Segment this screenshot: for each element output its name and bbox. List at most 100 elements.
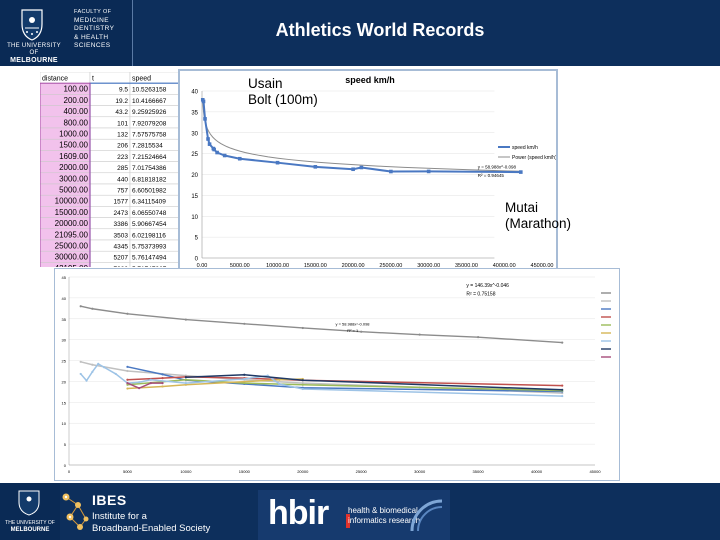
- y-tick-label: 5: [64, 442, 67, 447]
- series-line: [80, 305, 563, 344]
- table-cell-value: 757: [117, 188, 128, 195]
- data-point: [79, 305, 82, 308]
- table-cell-value: 6.81818182: [132, 176, 167, 183]
- table-cell-value: 7.21524664: [132, 154, 167, 161]
- data-point: [138, 381, 141, 384]
- data-point: [207, 142, 212, 146]
- data-point: [243, 373, 246, 376]
- data-point: [301, 379, 304, 382]
- data-point: [79, 372, 82, 376]
- table-cell-value: 6.06550748: [132, 210, 167, 217]
- y-tick-label: 20: [191, 173, 198, 179]
- footer-crest-icon: [18, 490, 40, 516]
- y-tick-label: 25: [191, 152, 198, 158]
- y-tick-label: 45: [62, 275, 67, 280]
- data-point: [278, 378, 281, 381]
- logo-university-line: THE UNIVERSITY OF: [7, 43, 61, 56]
- data-point: [184, 376, 187, 379]
- data-point: [184, 383, 187, 386]
- legend-label: speed km/h: [512, 145, 538, 151]
- footer-logo-line: THE UNIVERSITY OF: [5, 520, 55, 526]
- trend-equation: y = 146.39x^-0.046: [466, 283, 509, 289]
- table-cell-value: 42195.00: [55, 264, 89, 267]
- data-point: [237, 156, 242, 161]
- table-cell-value: 7380: [114, 266, 129, 267]
- table-cell-value: 2473: [114, 210, 129, 217]
- logo-faculty-line: SCIENCES: [74, 42, 111, 49]
- table-cell-value: 21095.00: [55, 230, 89, 239]
- data-point: [97, 362, 100, 365]
- table-cell-value: 100.00: [64, 85, 89, 94]
- x-tick-label: 45000.00: [531, 263, 554, 269]
- y-tick-label: 30: [191, 131, 198, 137]
- trend-r2: R² = 0.94645: [478, 173, 505, 178]
- y-tick-label: 10: [62, 421, 67, 426]
- mutai-annotation-line: Mutai: [505, 200, 539, 215]
- x-tick-label: 35000.00: [455, 263, 478, 269]
- data-point: [149, 378, 152, 381]
- y-tick-label: 35: [62, 317, 67, 322]
- table-cell-value: 7.57575758: [132, 132, 167, 139]
- data-point: [418, 333, 421, 336]
- table-cell-value: 3000.00: [59, 174, 88, 183]
- x-tick-label: 10000.00: [266, 263, 289, 269]
- trend-r2: R² = 1: [347, 328, 359, 333]
- table-cell-value: 6.60501982: [132, 188, 167, 195]
- data-point: [301, 387, 304, 391]
- data-point: [561, 388, 564, 391]
- y-tick-label: 10: [191, 215, 198, 221]
- data-point: [91, 307, 94, 310]
- bolt-annotation: Usain Bolt (100m): [248, 76, 318, 108]
- data-point: [313, 165, 318, 169]
- comparison-chart-svg: 0 5 10 15 20 25 30 35 40 45 0 5000 10000 15000 20000 25…: [62, 275, 611, 474]
- data-point: [243, 322, 246, 325]
- data-point: [561, 341, 564, 344]
- bolt-annotation-line: Usain: [248, 76, 283, 91]
- table-cell-value: 132: [117, 132, 128, 139]
- trend-equation: y = 58.988x^-0.098: [336, 321, 371, 326]
- ibes-title: IBES: [92, 492, 127, 508]
- x-tick-label: 30000: [414, 469, 426, 474]
- hbir-line: informatics research: [348, 516, 421, 525]
- table-cell-value: 5.71747967: [132, 266, 167, 267]
- data-point: [222, 153, 227, 158]
- table-cell-value: 1609.00: [59, 152, 88, 161]
- data-point: [184, 382, 187, 385]
- data-point: [161, 385, 164, 388]
- ibes-line-1: Institute for a: [92, 511, 147, 522]
- table-cell-value: 15000.00: [55, 208, 89, 217]
- data-point: [79, 360, 82, 363]
- x-tick-label: 0: [68, 469, 71, 474]
- table-cell-value: 5.76147494: [132, 255, 167, 262]
- logo-university-text: THE UNIVERSITY OF MELBOURNE: [6, 43, 62, 64]
- hbir-logo: hbir health & biomedical informatics res…: [258, 490, 450, 540]
- table-cell-value: 1577: [114, 199, 129, 206]
- table-cell-value: 19.2: [115, 98, 128, 105]
- data-point: [477, 336, 480, 339]
- data-point: [301, 383, 304, 386]
- table-cell-value: 101: [117, 120, 128, 127]
- data-point: [243, 382, 246, 385]
- x-tick-label: 5000: [123, 469, 133, 474]
- x-tick-label: 25000: [356, 469, 368, 474]
- data-point: [201, 99, 206, 104]
- data-point: [102, 366, 106, 369]
- y-tick-label: 40: [62, 296, 67, 301]
- table-cell-value: 5.90667454: [132, 221, 167, 228]
- y-tick-label: 0: [195, 257, 199, 263]
- table-cell-value: 9.5: [119, 87, 128, 94]
- table-header-label: t: [92, 76, 94, 83]
- table-cell-value: 30000.00: [55, 253, 89, 262]
- table-cell-value: 285: [117, 165, 128, 172]
- data-point: [359, 165, 364, 170]
- footer-logo-text: THE UNIVERSITY OF MELBOURNE: [2, 520, 58, 534]
- table-cell-value: 10.4166667: [132, 98, 167, 105]
- table-cell-value: 10.5263158: [132, 87, 167, 94]
- hbir-wordmark: hbir: [268, 494, 329, 532]
- logo-faculty-line: DENTISTRY: [74, 25, 115, 32]
- ibes-network-icon: [62, 493, 89, 530]
- data-point: [243, 377, 246, 381]
- data-point: [126, 382, 129, 385]
- data-point: [212, 147, 216, 152]
- mutai-annotation-line: (Marathon): [505, 216, 572, 231]
